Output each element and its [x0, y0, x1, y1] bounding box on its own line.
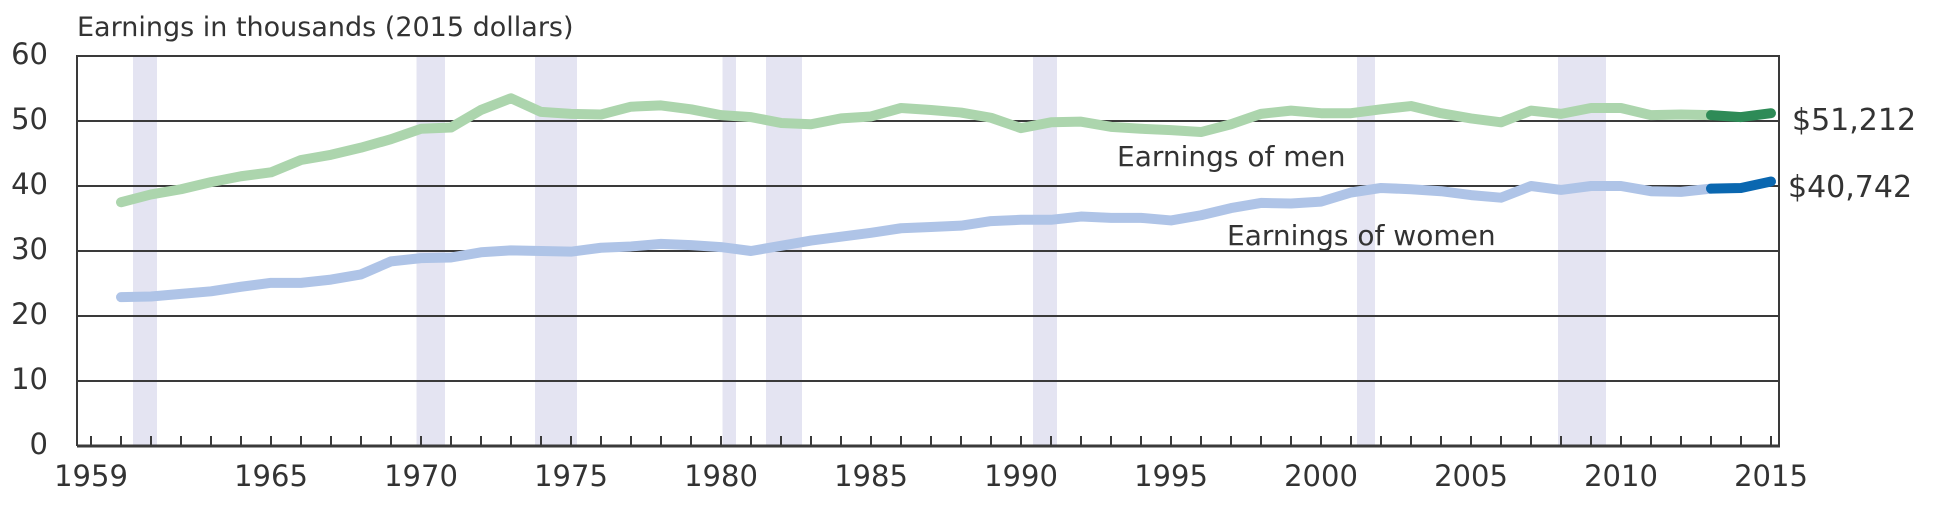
- x-tick-label: 1990: [984, 459, 1058, 493]
- x-axis: 1959 1965 1970 1975 1980 1985 1990 1995 2000 2005…: [54, 436, 1808, 493]
- x-tick-label: 1975: [534, 459, 608, 493]
- x-tick-label: 1959: [54, 459, 128, 493]
- men-end-value-label: $51,212: [1792, 103, 1916, 138]
- y-tick-label: 40: [11, 167, 48, 201]
- series-line: [116, 93, 1716, 208]
- y-axis-tick-labels: 0 10 20 30 40 50 60: [11, 37, 48, 461]
- x-tick-label: 1985: [834, 459, 908, 493]
- series-line-highlight: [1706, 108, 1776, 123]
- x-tick-label: 2005: [1434, 459, 1508, 493]
- x-tick-label: 1970: [384, 459, 458, 493]
- series-lines: [116, 93, 1776, 303]
- men-series-label: Earnings of men: [1117, 140, 1346, 173]
- x-tick-label: 2015: [1734, 459, 1808, 493]
- x-tick-label: 1995: [1134, 459, 1208, 493]
- y-tick-label: 0: [30, 427, 48, 461]
- x-tick-label: 1965: [234, 459, 308, 493]
- y-tick-label: 30: [11, 232, 48, 266]
- chart-title: Earnings in thousands (2015 dollars): [77, 12, 574, 43]
- y-tick-label: 50: [11, 102, 48, 136]
- x-tick-label: 2000: [1284, 459, 1358, 493]
- gridlines: [77, 120, 1779, 382]
- plot-frame: [76, 55, 1780, 446]
- y-tick-label: 20: [11, 297, 48, 331]
- series-line: [116, 181, 1716, 303]
- series-line-highlight: [1706, 176, 1776, 194]
- x-tick-label: 2010: [1584, 459, 1658, 493]
- y-tick-label: 60: [11, 37, 48, 71]
- women-end-value-label: $40,742: [1788, 170, 1912, 205]
- x-tick-label: 1980: [684, 459, 758, 493]
- women-series-label: Earnings of women: [1227, 219, 1496, 252]
- frame-border: [76, 55, 1780, 446]
- y-tick-label: 10: [11, 362, 48, 396]
